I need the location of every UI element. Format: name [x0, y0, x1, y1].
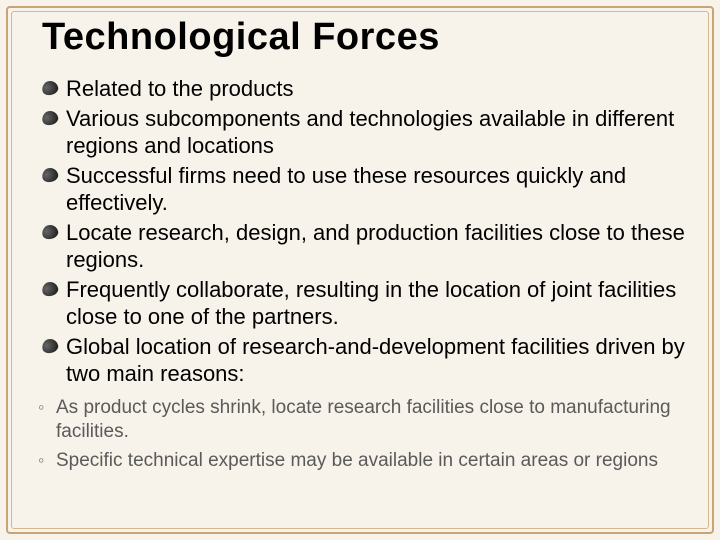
- bullet-list: Related to the products Various subcompo…: [42, 75, 690, 388]
- sub-bullet-item: As product cycles shrink, locate researc…: [38, 396, 690, 445]
- bullet-item: Global location of research-and-developm…: [42, 333, 690, 388]
- bullet-item: Related to the products: [42, 75, 690, 103]
- slide-content: Technological Forces Related to the prod…: [42, 16, 690, 524]
- bullet-item: Locate research, design, and production …: [42, 219, 690, 274]
- bullet-item: Successful firms need to use these resou…: [42, 162, 690, 217]
- sub-bullet-item: Specific technical expertise may be avai…: [38, 449, 690, 474]
- sub-bullet-list: As product cycles shrink, locate researc…: [38, 396, 690, 474]
- slide-title: Technological Forces: [42, 16, 690, 59]
- bullet-item: Frequently collaborate, resulting in the…: [42, 276, 690, 331]
- bullet-item: Various subcomponents and technologies a…: [42, 105, 690, 160]
